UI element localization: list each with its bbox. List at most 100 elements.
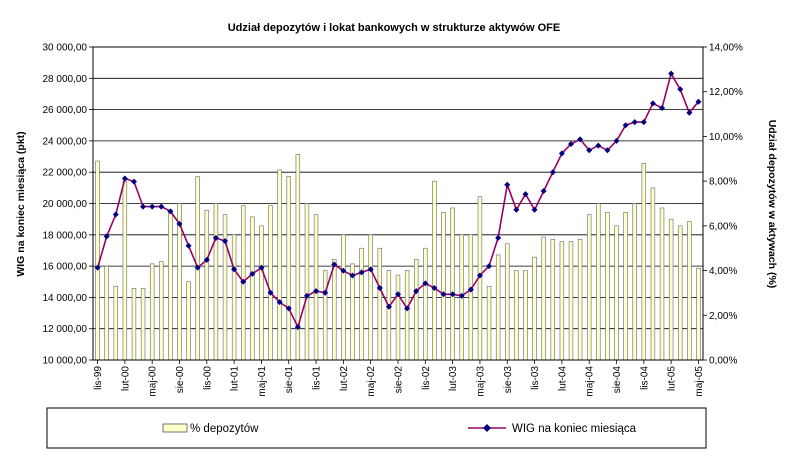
wig-point	[340, 267, 347, 274]
bar	[650, 187, 656, 361]
x-tick-label: maj-04	[585, 366, 596, 397]
x-tick-label: lis-03	[530, 366, 541, 390]
x-tick-label: lis-02	[421, 366, 432, 390]
wig-point	[549, 169, 556, 176]
bar	[359, 247, 364, 361]
wig-point	[176, 220, 183, 227]
bar	[523, 270, 528, 361]
x-tick-label: lis-99	[93, 366, 104, 390]
bar	[632, 203, 637, 361]
x-tick-label: maj-02	[366, 366, 377, 397]
legend-bar-label: % depozytów	[190, 423, 259, 435]
x-tick-label: sie-04	[612, 366, 623, 394]
wig-point	[613, 137, 620, 144]
wig-point	[121, 175, 128, 182]
right-tick-label: 14,00%	[709, 43, 743, 54]
bar	[404, 270, 410, 361]
right-axis-ticks: 0,00% 2,00% 4,00% 6,00% 8,00% 10,00% 12,00% 14,…	[703, 43, 743, 367]
x-tick-label: lut-05	[667, 366, 678, 391]
wig-point	[513, 206, 520, 213]
bar	[687, 221, 692, 361]
bar	[532, 256, 537, 361]
wig-point	[313, 288, 320, 295]
wig-point	[495, 234, 502, 241]
bar	[159, 261, 164, 361]
wig-point	[431, 285, 438, 292]
x-tick-label: lut-01	[230, 366, 241, 391]
wig-point	[140, 203, 147, 210]
wig-point	[167, 208, 174, 215]
x-tick-label: maj-03	[475, 366, 486, 397]
wig-point	[194, 264, 201, 271]
left-tick-label: 16 000,00	[43, 262, 88, 273]
bar	[413, 259, 419, 361]
bar	[586, 214, 592, 361]
wig-point	[595, 142, 602, 149]
wig-point	[395, 291, 401, 298]
wig-point	[567, 141, 574, 148]
bar	[605, 212, 610, 361]
bar	[149, 263, 155, 361]
bar	[377, 247, 383, 361]
bar	[140, 288, 146, 361]
x-tick-label: maj-01	[257, 366, 268, 397]
bar	[550, 238, 555, 361]
wig-point	[385, 303, 392, 310]
bar	[577, 238, 583, 361]
wig-point	[203, 256, 210, 263]
bar	[568, 241, 574, 361]
bar	[122, 180, 128, 361]
bar	[696, 268, 701, 361]
legend: % depozytów WIG na koniec miesiąca	[46, 407, 707, 449]
wig-point	[476, 272, 483, 279]
wig-point	[631, 119, 638, 126]
wig-point	[531, 206, 538, 213]
x-tick-label: sie-01	[284, 366, 295, 394]
x-tick-label: lis-01	[312, 366, 323, 390]
wig-point	[112, 211, 119, 218]
wig-point	[659, 105, 666, 112]
bar	[432, 180, 437, 361]
wig-point	[149, 203, 156, 210]
wig-point	[212, 234, 219, 241]
bar	[659, 207, 665, 361]
bar	[268, 205, 273, 361]
bar	[250, 216, 255, 361]
bar	[641, 162, 647, 361]
legend-bar-swatch	[162, 423, 188, 433]
wig-point	[249, 270, 256, 277]
right-tick-label: 10,00%	[709, 132, 743, 143]
bar	[450, 207, 455, 361]
right-tick-label: 8,00%	[709, 177, 737, 188]
wig-point	[276, 299, 283, 306]
wig-point	[94, 264, 101, 271]
x-tick-label: sie-02	[394, 366, 405, 394]
right-tick-label: 12,00%	[709, 87, 743, 98]
bar	[596, 203, 601, 361]
left-tick-label: 22 000,00	[43, 168, 88, 179]
wig-point	[604, 147, 611, 154]
wig-point	[449, 291, 456, 298]
bar	[386, 270, 392, 361]
legend-line-marker	[483, 424, 491, 432]
wig-point	[231, 266, 238, 273]
wig-point	[522, 191, 529, 198]
wig-point	[130, 178, 137, 185]
left-tick-label: 26 000,00	[43, 105, 88, 116]
wig-point	[649, 100, 656, 107]
wig-point	[467, 286, 474, 293]
wig-point	[158, 203, 165, 210]
right-tick-label: 4,00%	[709, 266, 737, 277]
wig-point	[695, 98, 702, 105]
x-tick-label: maj-05	[694, 366, 705, 397]
left-tick-label: 30 000,00	[43, 43, 88, 54]
wig-point	[677, 86, 684, 93]
bar	[505, 243, 510, 361]
wig-point	[458, 292, 465, 299]
bar	[623, 212, 628, 361]
wig-point	[640, 119, 647, 126]
left-tick-label: 18 000,00	[43, 230, 88, 241]
bar	[222, 214, 228, 361]
wig-point	[222, 238, 229, 245]
bar	[486, 285, 492, 361]
